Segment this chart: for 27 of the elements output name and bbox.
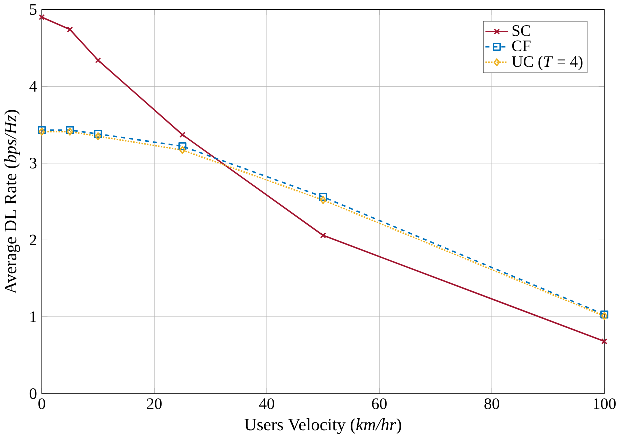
point [95,58,102,64]
y-tick-label: 0 [30,388,37,400]
x-tick-label: 80 [484,398,500,410]
point [95,132,102,141]
point [319,193,328,202]
y-tick-label: 2 [30,235,36,246]
point [320,196,326,204]
x-tick-label: 0 [38,398,46,410]
legend-label: UC (T = 4) [512,56,583,71]
point [67,26,74,33]
x-tick-label: 40 [259,398,274,410]
point [180,146,186,154]
x-tick-label: 60 [372,398,387,410]
x-axis-title: Users Velocity (km/hr) [244,418,402,434]
y-tick-label: 5 [30,4,37,16]
point [320,232,326,239]
legend-label: SC [512,26,530,36]
x-tick-label: 20 [147,398,162,410]
y-tick-label: 3 [30,158,37,169]
point [94,130,102,138]
legend-label: CF [512,40,531,52]
point [178,142,187,151]
point [180,132,186,138]
y-tick-label: 4 [30,81,38,92]
y-tick-label: 1 [30,312,36,322]
x-tick-label: 100 [594,398,616,410]
y-axis-title: Average DL Rate (bps/Hz) [4,110,20,294]
